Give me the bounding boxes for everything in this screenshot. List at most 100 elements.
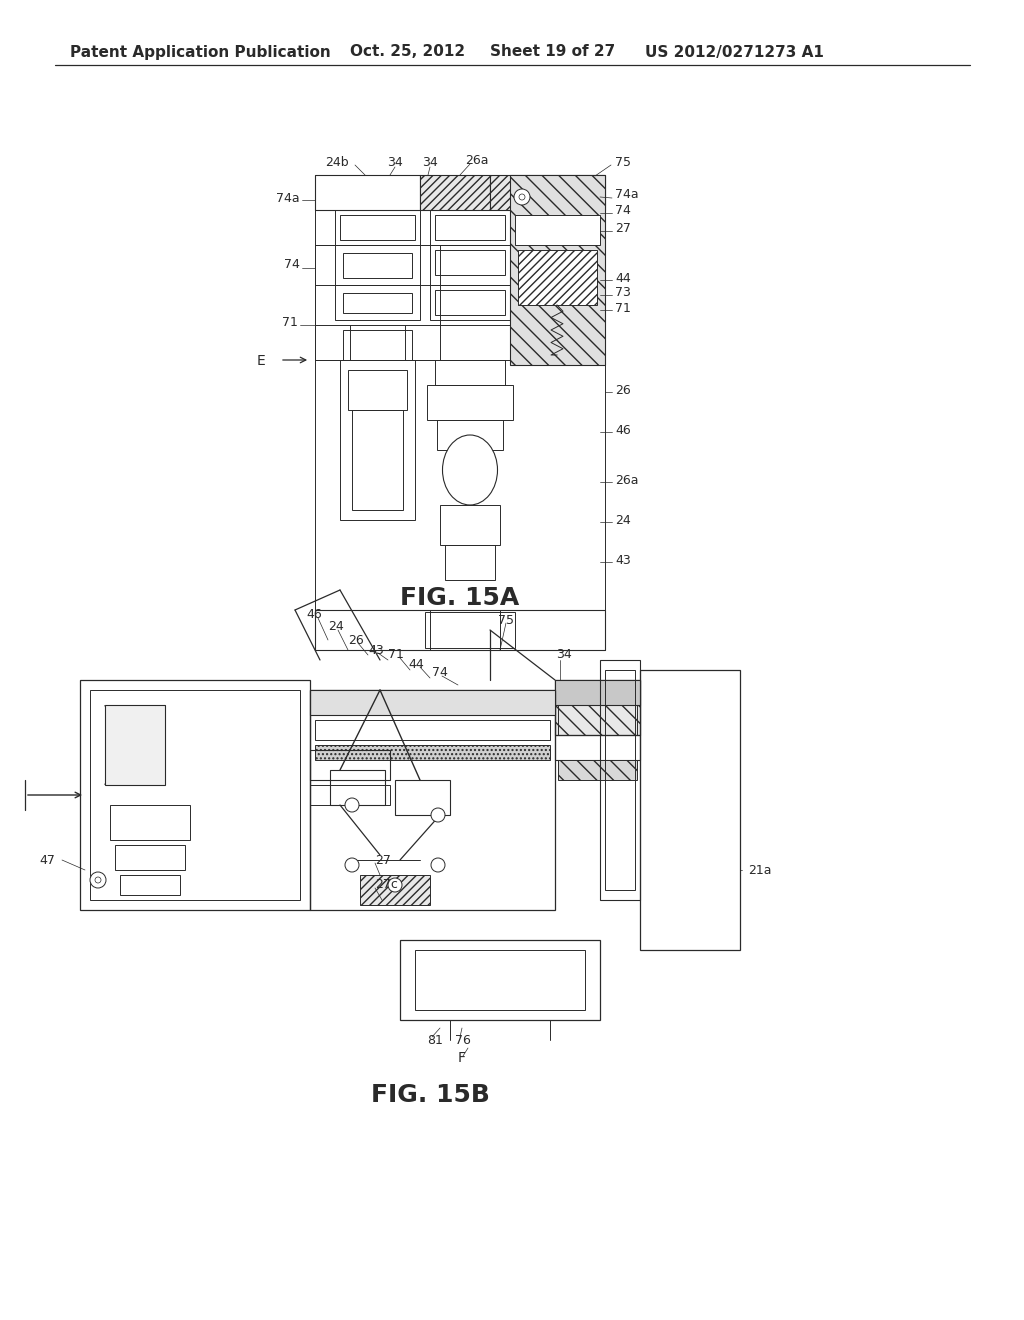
Text: Sheet 19 of 27: Sheet 19 of 27 [490,45,615,59]
Text: Oct. 25, 2012: Oct. 25, 2012 [350,45,465,59]
Bar [80,680,310,909]
Bar [315,744,550,760]
Text: 74: 74 [615,203,631,216]
Bar [335,210,420,246]
Bar [120,875,180,895]
Text: US 2012/0271273 A1: US 2012/0271273 A1 [645,45,824,59]
Bar [105,705,165,785]
Text: 34: 34 [422,157,438,169]
Text: 81: 81 [427,1034,442,1047]
Text: 73: 73 [615,286,631,300]
Text: 47: 47 [39,854,55,866]
Bar [440,506,500,545]
Bar [343,253,412,279]
Text: 24b: 24b [325,157,348,169]
Bar [435,360,505,385]
Bar [558,760,637,780]
Bar [395,780,450,814]
Text: F: F [458,1051,466,1065]
Text: 74a: 74a [615,189,639,202]
Text: 24: 24 [328,620,344,634]
Text: 34: 34 [556,648,571,661]
Bar [343,293,412,313]
Bar [335,285,420,319]
Text: 27: 27 [375,854,391,866]
Bar [518,249,597,305]
Bar [435,249,505,275]
Text: 46: 46 [615,424,631,437]
Bar [420,176,490,210]
Bar [605,671,635,890]
Bar [437,420,503,450]
Bar [352,411,403,510]
Circle shape [345,799,359,812]
Text: 71: 71 [615,301,631,314]
Circle shape [431,858,445,873]
Bar [555,735,640,760]
Text: 74: 74 [284,259,300,272]
Bar [90,690,300,900]
Bar [315,246,440,360]
Bar [310,785,390,805]
Circle shape [95,876,101,883]
Text: 26a: 26a [615,474,639,487]
Text: 27c: 27c [375,879,398,891]
Circle shape [519,194,525,201]
Text: 26a: 26a [465,153,488,166]
Text: 27: 27 [615,222,631,235]
Bar [343,330,412,360]
Text: 43: 43 [368,644,384,656]
Bar [330,770,385,805]
Text: 26: 26 [615,384,631,396]
Bar [640,671,740,950]
Bar [430,285,510,319]
Bar [315,176,420,210]
Bar [115,845,185,870]
Bar [558,705,637,735]
Circle shape [431,808,445,822]
Bar [600,660,640,900]
Text: 21a: 21a [748,863,771,876]
Bar [425,612,515,648]
Bar [360,875,430,906]
Bar [400,940,600,1020]
Bar [315,719,550,741]
Text: 44: 44 [408,657,424,671]
Text: 75: 75 [498,614,514,627]
Text: 43: 43 [615,553,631,566]
Bar [510,176,605,366]
Bar [435,290,505,315]
Bar [348,370,407,411]
Text: 46: 46 [306,609,322,622]
Bar [310,690,555,909]
Text: 76: 76 [455,1034,471,1047]
Bar [555,680,640,735]
Circle shape [90,873,106,888]
Bar [315,176,605,649]
Bar [340,215,415,240]
Circle shape [514,189,530,205]
Bar [490,176,605,210]
Circle shape [345,858,359,873]
Text: 74a: 74a [276,191,300,205]
Bar [430,210,510,246]
Bar [435,215,505,240]
Text: FIG. 15B: FIG. 15B [371,1082,489,1107]
Bar [445,545,495,579]
Bar [430,246,510,285]
Ellipse shape [442,436,498,506]
Text: Patent Application Publication: Patent Application Publication [70,45,331,59]
Bar [310,690,555,715]
Text: 26: 26 [348,634,364,647]
Bar [315,610,605,649]
Circle shape [388,878,402,892]
Bar [427,385,513,420]
Bar [335,246,420,285]
Text: 44: 44 [615,272,631,285]
Bar [340,360,415,520]
Text: E: E [256,354,265,368]
Bar [415,950,585,1010]
Text: 74: 74 [432,667,447,680]
Bar [515,215,600,246]
Bar [110,805,190,840]
